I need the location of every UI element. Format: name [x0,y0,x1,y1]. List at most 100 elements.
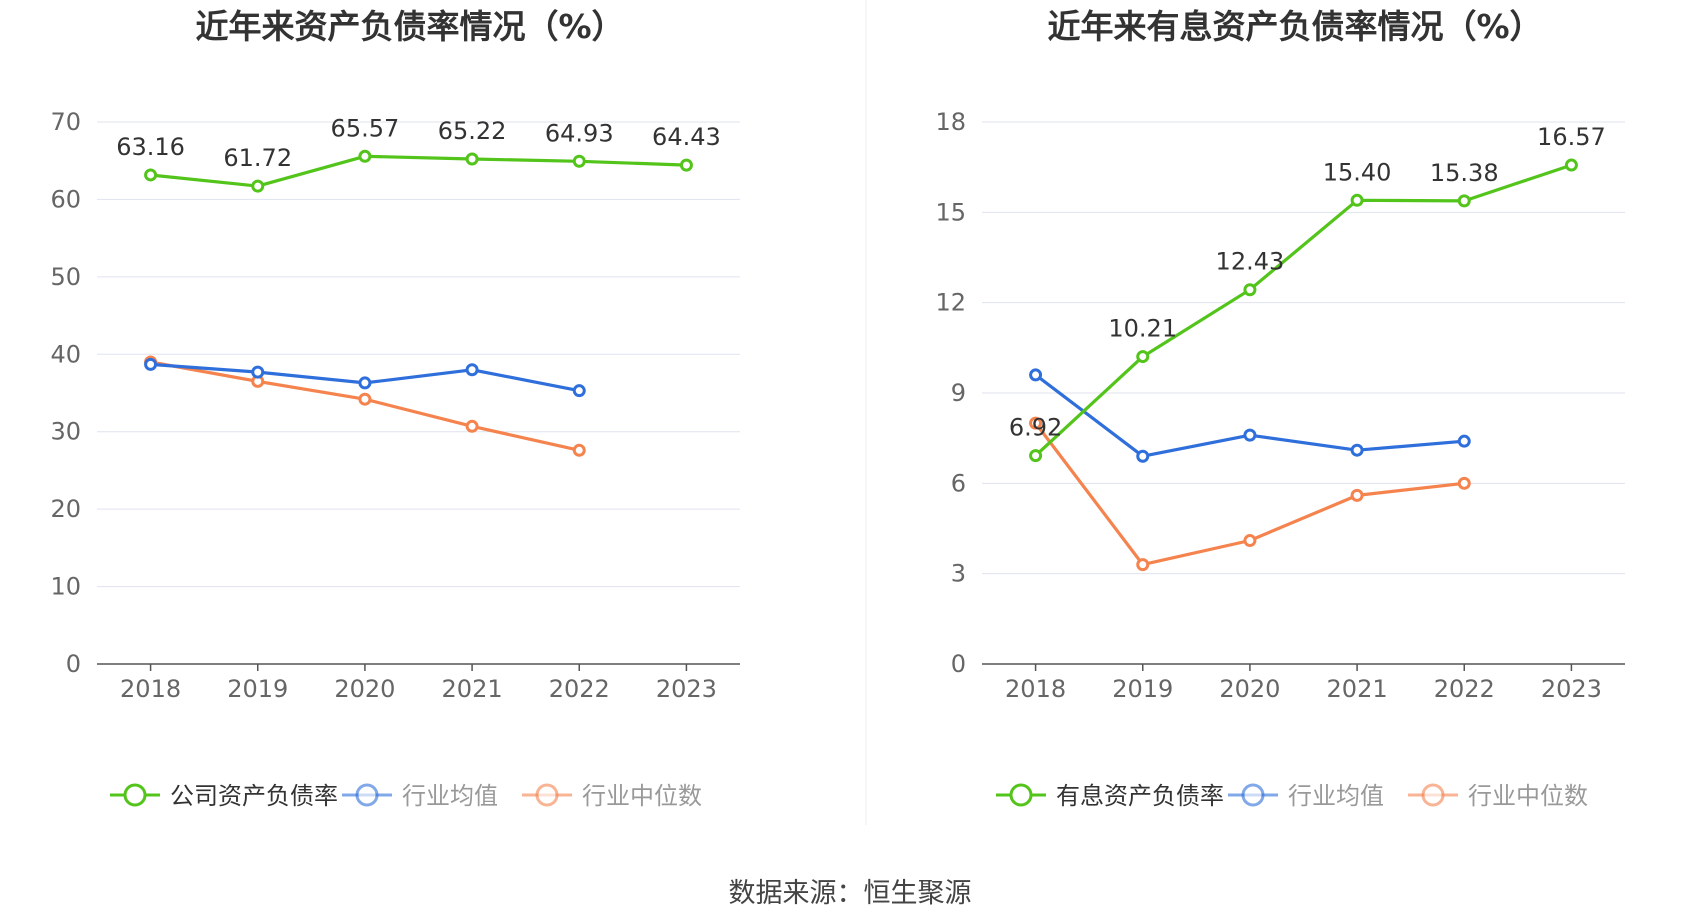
x-tick-label: 2018 [120,675,181,703]
y-tick-label: 60 [50,185,81,213]
data-label: 6.92 [1009,414,1062,442]
series-line [150,154,687,188]
legend-marker-icon [535,783,559,807]
series-2 [1029,416,1471,572]
series-1 [1029,368,1471,463]
y-tick-label: 9 [951,379,966,407]
data-point[interactable] [1564,158,1578,172]
legend-label: 公司资产负债率 [170,782,338,810]
data-point[interactable] [1029,449,1043,463]
data-point[interactable] [1029,416,1043,430]
data-point[interactable] [1029,368,1043,382]
data-point[interactable] [1350,443,1364,457]
series-1 [144,357,586,398]
data-point[interactable] [251,179,265,193]
legend-label: 行业中位数 [1468,782,1588,810]
x-tick-label: 2019 [227,675,288,703]
data-point[interactable] [465,419,479,433]
data-point[interactable] [1136,558,1150,572]
data-label: 64.43 [652,123,721,151]
series-line [1034,373,1465,458]
data-label: 12.43 [1216,248,1285,276]
x-tick-label: 2021 [442,675,503,703]
y-tick-label: 70 [50,108,81,136]
data-point[interactable] [1350,488,1364,502]
y-tick-label: 0 [951,650,966,678]
data-point[interactable] [465,152,479,166]
legend-label: 行业均值 [1288,782,1384,810]
series-2 [144,355,586,457]
chart-title: 近年来有息资产负债率情况（%） [1047,7,1542,46]
data-point[interactable] [572,443,586,457]
data-point[interactable] [1136,350,1150,364]
data-label: 10.21 [1108,315,1177,343]
data-point[interactable] [1243,428,1257,442]
legend-item[interactable]: 行业中位数 [522,782,702,810]
series-0: 63.16 61.72 65.57 65.22 64.93 64.43 [116,114,721,193]
x-tick-label: 2022 [549,675,610,703]
data-point[interactable] [572,384,586,398]
source-note: 数据来源：恒生聚源 [729,878,972,909]
legend-marker-icon [1241,783,1265,807]
legend-label: 行业均值 [402,782,498,810]
y-tick-label: 15 [935,198,966,226]
legend-marker-icon [1421,783,1445,807]
x-tick-label: 2018 [1005,675,1066,703]
data-label: 15.38 [1430,159,1499,187]
data-label: 16.57 [1537,123,1606,151]
data-point[interactable] [1243,534,1257,548]
y-tick-label: 10 [50,573,81,601]
y-tick-label: 18 [935,108,966,136]
legend-item[interactable]: 行业中位数 [1408,782,1588,810]
x-tick-label: 2020 [334,675,395,703]
data-label: 61.72 [223,144,292,172]
legend-marker-icon [355,783,379,807]
chart-interest-bearing-debt-ratio: 近年来有息资产负债率情况（%） 0 3 6 9 12 15 18 2018 2019 2020 202… [935,7,1625,810]
y-tick-label: 3 [951,560,966,588]
data-point[interactable] [572,154,586,168]
legend-marker-icon [123,783,147,807]
x-tick-label: 2021 [1327,675,1388,703]
data-point[interactable] [1136,449,1150,463]
y-tick-label: 12 [935,289,966,317]
y-tick-label: 50 [50,263,81,291]
data-point[interactable] [679,158,693,172]
data-point[interactable] [1457,476,1471,490]
legend-marker-icon [1009,783,1033,807]
legend-label: 有息资产负债率 [1056,782,1224,810]
legend-item[interactable]: 行业均值 [1228,782,1384,810]
data-label: 65.22 [438,117,507,145]
y-tick-label: 30 [50,418,81,446]
data-point[interactable] [465,363,479,377]
y-tick-label: 40 [50,340,81,368]
data-point[interactable] [144,168,158,182]
data-point[interactable] [1457,434,1471,448]
chart-debt-ratio: 近年来资产负债率情况（%） 0 10 20 30 40 50 60 70 2018 2019 2020… [50,7,740,810]
x-tick-label: 2022 [1434,675,1495,703]
legend-item[interactable]: 公司资产负债率 [110,782,338,810]
data-point[interactable] [1243,283,1257,297]
legend-item[interactable]: 有息资产负债率 [996,782,1224,810]
x-tick-label: 2023 [656,675,717,703]
data-point[interactable] [358,149,372,163]
legend-item[interactable]: 行业均值 [342,782,498,810]
y-tick-label: 20 [50,495,81,523]
data-point[interactable] [1457,194,1471,208]
y-tick-label: 6 [951,469,966,497]
x-tick-label: 2019 [1112,675,1173,703]
series-0: 6.92 10.21 12.43 15.40 15.38 16.57 [1009,123,1606,463]
series-line [150,360,580,452]
data-label: 64.93 [545,119,614,147]
data-point[interactable] [1350,193,1364,207]
data-label: 15.40 [1323,158,1392,186]
data-point[interactable] [251,365,265,379]
data-label: 65.57 [331,114,400,142]
data-point[interactable] [358,376,372,390]
x-tick-label: 2020 [1219,675,1280,703]
y-tick-label: 0 [66,650,81,678]
legend-label: 行业中位数 [582,782,702,810]
chart-title: 近年来资产负债率情况（%） [195,7,624,46]
data-point[interactable] [358,392,372,406]
data-point[interactable] [144,357,158,371]
